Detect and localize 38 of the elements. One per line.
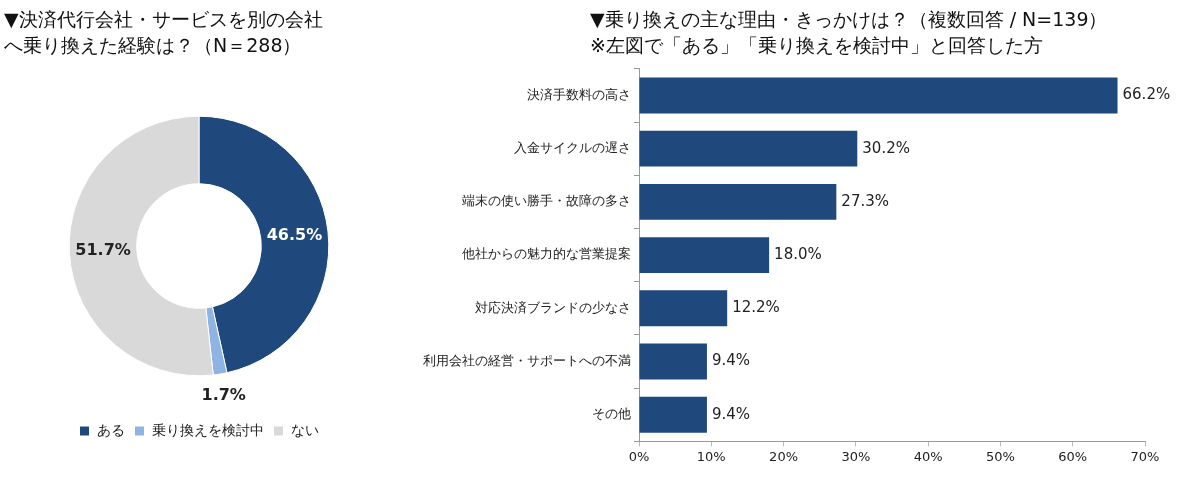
y-tick-label: 他社からの魅力的な営業提案 [462, 246, 631, 262]
y-tick-label: その他 [592, 406, 631, 422]
data-label: 18.0% [774, 244, 822, 263]
data-label: 9.4% [711, 351, 751, 370]
bar [639, 343, 707, 380]
data-label: 27.3% [841, 191, 889, 210]
data-label: 30.2% [862, 138, 910, 157]
y-tick-label: 入金サイクルの遅さ [514, 140, 631, 156]
x-tick-label: 20% [769, 448, 799, 464]
y-tick-label: 利用会社の経営・サポートへの不満 [423, 352, 631, 368]
legend-label: 乗り換えを検討中 [151, 421, 264, 438]
x-tick-label: 60% [1058, 448, 1088, 464]
data-label: 46.5% [266, 224, 323, 244]
bar [639, 183, 837, 220]
bar [639, 290, 728, 327]
data-label: 51.7% [75, 240, 131, 260]
x-tick-label: 0% [628, 448, 650, 464]
y-tick-label: 端末の使い勝手・故障の多さ [462, 193, 631, 209]
chart-title: ▼決済代行会社・サービスを別の会社へ乗り換えた経験は？（N＝288） [4, 7, 324, 58]
chart-subtitle: ※左図で「ある」「乗り換えを検討中」と回答した方 [589, 33, 1044, 58]
bar [639, 130, 858, 167]
bar [639, 77, 1118, 114]
x-tick-label: 40% [913, 448, 943, 464]
x-tick-label: 50% [985, 448, 1015, 464]
x-tick-label: 30% [841, 448, 871, 464]
data-label: 9.4% [711, 404, 751, 423]
bar [639, 237, 770, 274]
data-label: 12.2% [732, 298, 780, 317]
y-tick-label: 決済手数料の高さ [527, 86, 631, 102]
bar [639, 396, 707, 433]
x-tick-label: 70% [1130, 448, 1160, 464]
legend-label: ある [96, 421, 125, 438]
chart-title: ▼乗り換えの主な理由・きっかけは？（複数回答 / N=139） [589, 7, 1109, 32]
data-label: 1.7% [201, 384, 246, 404]
x-tick-label: 10% [696, 448, 726, 464]
y-tick-label: 対応決済ブランドの少なさ [475, 299, 631, 315]
legend-label: ない [290, 421, 319, 438]
data-label: 66.2% [1122, 85, 1171, 104]
